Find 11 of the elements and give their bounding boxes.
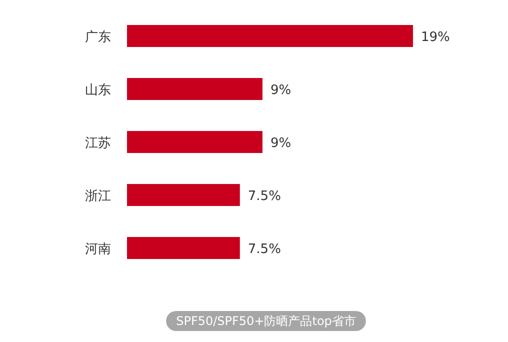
data-label: 19% xyxy=(421,30,450,45)
y-tick-label: 山东 xyxy=(85,83,111,98)
data-label: 9% xyxy=(270,83,292,98)
data-label: 7.5% xyxy=(248,189,281,204)
y-tick-label: 广东 xyxy=(85,30,111,45)
y-tick-label: 浙江 xyxy=(85,189,111,204)
text: SPF50/SPF50+防晒产品top省市 xyxy=(176,314,356,328)
data-label: 9% xyxy=(270,136,292,151)
data-label: 7.5% xyxy=(248,242,281,257)
y-tick-label: 河南 xyxy=(85,242,111,257)
y-tick-label: 江苏 xyxy=(85,136,111,151)
